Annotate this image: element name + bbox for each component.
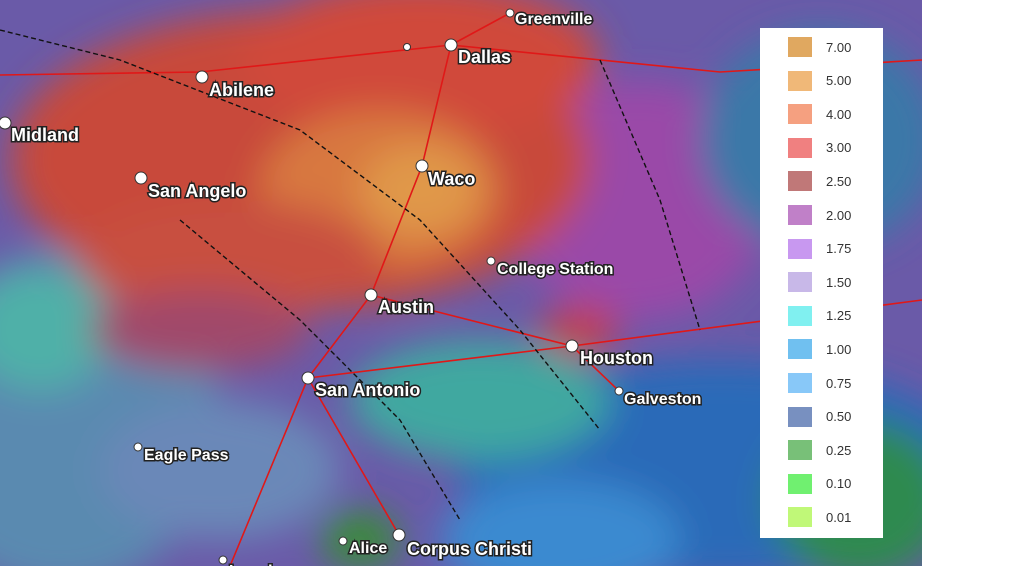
city-label: Alice [349,540,387,557]
legend-swatch [788,507,812,528]
legend-label: 1.00 [826,341,852,357]
legend-label: 7.00 [826,39,852,55]
city-label: Waco [428,169,475,189]
legend-item: 0.75 [788,372,851,394]
legend-swatch [788,137,812,158]
city-label: Abilene [209,80,274,100]
legend-swatch [788,272,812,293]
city-label: San Antonio [315,380,420,400]
legend-item: 2.00 [788,204,851,226]
city-dot [134,171,148,185]
legend-item: 7.00 [788,36,851,58]
legend-label: 5.00 [826,73,852,89]
city-label: San Angelo [148,181,246,201]
city-dot [403,43,411,51]
city-label: Greenville [515,11,592,28]
legend-item: 1.00 [788,338,851,360]
legend-label: 1.25 [826,308,852,324]
city-dot [565,339,579,353]
city-label: Galveston [624,391,701,408]
legend-swatch [788,37,812,57]
legend-item: 4.00 [788,103,851,125]
city-label: Dallas [458,47,511,67]
city-label: Corpus Christi [407,539,532,559]
legend-label: 4.00 [826,106,852,122]
city-dot [218,555,228,565]
city-dot [133,442,143,452]
legend-swatch [788,373,812,393]
legend-item: 0.50 [788,406,851,428]
city-label: Eagle Pass [144,447,229,464]
legend-label: 3.00 [826,140,852,156]
legend-swatch [788,440,812,461]
legend-label: 2.00 [826,207,852,223]
legend-swatch [788,70,812,91]
legend-item: 3.00 [788,137,851,159]
legend-label: 1.50 [826,274,852,290]
legend-item: 1.50 [788,271,851,293]
city-dot [338,536,348,546]
legend-swatch [788,238,812,259]
legend-swatch [788,104,812,125]
legend: 7.00 5.00 4.00 3.00 2.50 2.00 1.75 1.50 1.25 1.00… [760,28,883,538]
city-dot [301,371,315,385]
city-dot [505,8,515,18]
city-dot [614,386,624,396]
legend-swatch [788,406,812,427]
legend-label: 0.50 [826,409,852,425]
city-label: Austin [378,297,434,317]
legend-swatch [788,171,812,192]
city-dot [195,70,209,84]
legend-label: 2.50 [826,173,852,189]
city-label: College Station [497,261,613,278]
legend-item: 0.10 [788,473,851,495]
legend-item: 5.00 [788,70,851,92]
city-dot [415,159,429,173]
city-label: Laredo [229,563,283,566]
city-dot [364,288,378,302]
city-dot [392,528,406,542]
city-dot [0,116,12,130]
legend-swatch [788,339,812,360]
legend-item: 0.01 [788,506,851,528]
legend-item: 0.25 [788,439,851,461]
legend-label: 0.10 [826,476,852,492]
legend-swatch [788,473,812,494]
legend-label: 1.75 [826,241,852,257]
city-label: Houston [580,348,653,368]
legend-swatch [788,205,812,225]
legend-item: 1.25 [788,305,851,327]
legend-swatch [788,305,812,326]
city-dot [444,38,458,52]
legend-label: 0.01 [826,509,852,525]
city-label: Midland [11,125,79,145]
legend-item: 1.75 [788,238,851,260]
legend-label: 0.25 [826,442,852,458]
legend-label: 0.75 [826,375,852,391]
city-dot [486,256,496,266]
legend-item: 2.50 [788,170,851,192]
